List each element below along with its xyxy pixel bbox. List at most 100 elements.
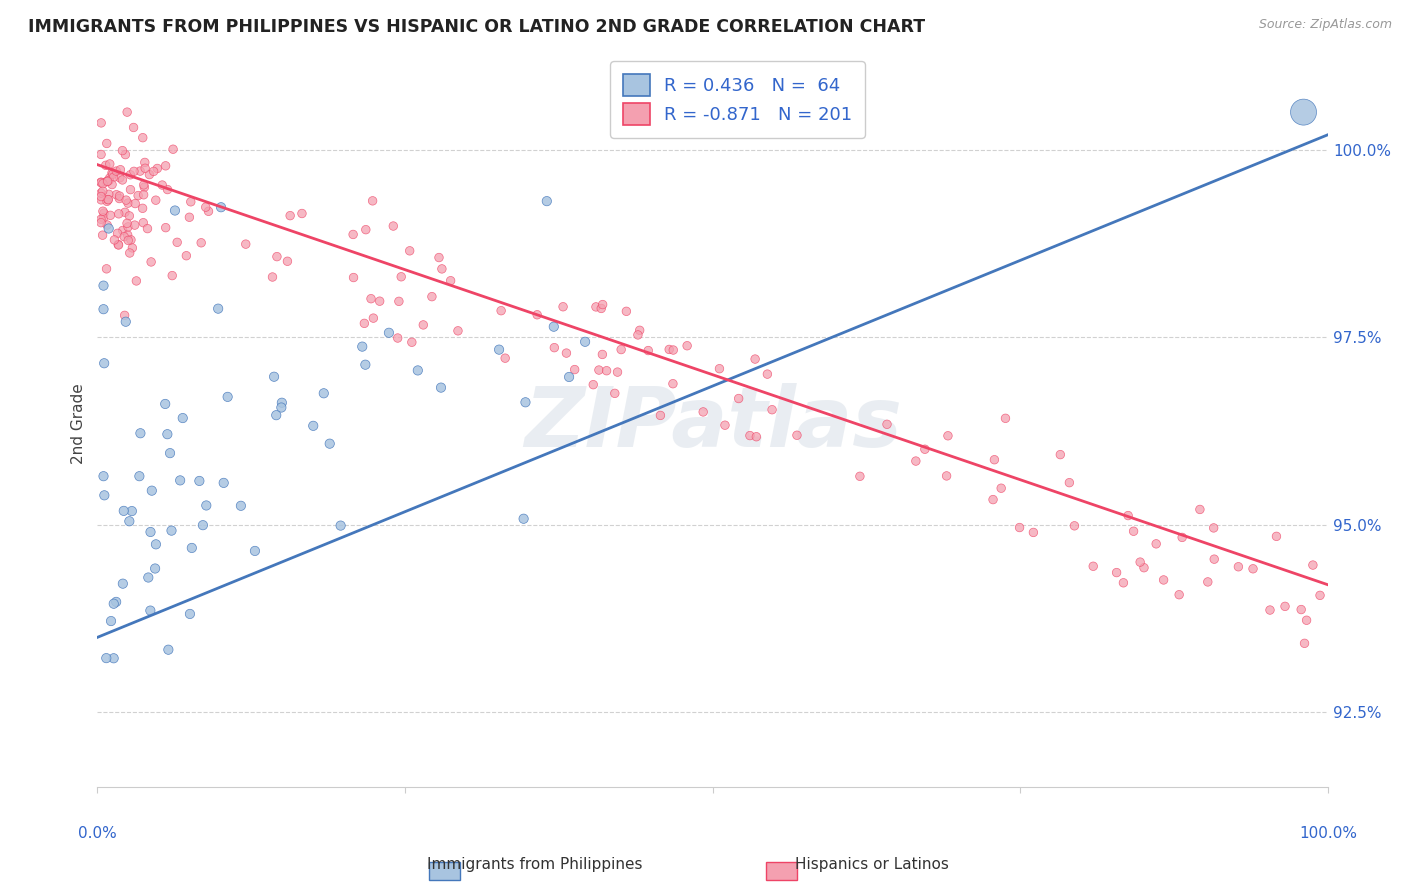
Point: [1008, 520, 1031, 534]
Point: [658, 343, 681, 357]
Point: [166, 235, 188, 250]
Point: [118, 514, 141, 528]
Point: [1241, 562, 1264, 576]
Point: [595, 364, 617, 378]
Point: [1105, 566, 1128, 580]
Point: [1063, 518, 1085, 533]
Point: [1116, 508, 1139, 523]
Point: [489, 303, 512, 318]
Point: [91, 177, 114, 191]
Point: [134, 180, 156, 194]
Point: [994, 411, 1017, 425]
Point: [150, 178, 173, 192]
Point: [141, 483, 163, 498]
Point: [156, 183, 179, 197]
Point: [558, 370, 581, 384]
Point: [91, 204, 114, 219]
Point: [990, 481, 1012, 495]
Point: [588, 363, 610, 377]
Point: [1168, 588, 1191, 602]
Point: [125, 274, 148, 288]
Point: [650, 409, 672, 423]
Point: [935, 469, 957, 483]
Point: [352, 340, 374, 354]
Point: [603, 386, 626, 401]
Point: [103, 651, 125, 665]
Point: [1049, 448, 1071, 462]
Point: [117, 227, 139, 242]
Point: [264, 408, 287, 422]
Point: [440, 274, 463, 288]
Point: [354, 358, 377, 372]
Point: [155, 159, 177, 173]
Point: [120, 168, 142, 182]
Point: [145, 193, 167, 207]
Point: [112, 504, 135, 518]
Point: [1129, 555, 1152, 569]
Point: [1295, 613, 1317, 627]
Point: [98, 173, 121, 187]
Point: [96, 651, 118, 665]
Point: [360, 292, 382, 306]
Point: [217, 390, 239, 404]
Point: [551, 300, 574, 314]
Point: [107, 238, 129, 252]
Point: [118, 246, 141, 260]
Point: [132, 187, 155, 202]
Point: [278, 209, 301, 223]
Point: [108, 192, 131, 206]
Point: [266, 250, 288, 264]
Point: [209, 200, 232, 214]
Point: [662, 376, 685, 391]
Point: [1171, 530, 1194, 544]
Point: [555, 346, 578, 360]
Point: [115, 105, 138, 120]
Point: [1022, 525, 1045, 540]
Point: [270, 396, 292, 410]
Point: [235, 237, 257, 252]
Point: [180, 541, 202, 555]
Point: [129, 164, 152, 178]
Point: [97, 221, 120, 235]
Point: [93, 302, 115, 317]
Point: [229, 499, 252, 513]
Point: [914, 442, 936, 457]
Point: [121, 504, 143, 518]
Point: [398, 244, 420, 258]
Point: [98, 208, 121, 222]
Point: [120, 183, 142, 197]
Point: [197, 204, 219, 219]
Point: [512, 512, 534, 526]
Point: [97, 187, 120, 202]
Point: [90, 147, 112, 161]
Point: [302, 418, 325, 433]
Point: [291, 206, 314, 220]
Point: [108, 189, 131, 203]
Point: [662, 343, 685, 357]
Point: [786, 428, 808, 442]
Point: [117, 233, 139, 247]
Point: [1122, 524, 1144, 539]
Point: [101, 178, 124, 192]
Point: [108, 170, 131, 185]
Point: [543, 319, 565, 334]
Point: [849, 469, 872, 483]
Point: [904, 454, 927, 468]
Point: [90, 193, 112, 207]
Point: [606, 365, 628, 379]
Point: [136, 221, 159, 235]
Point: [179, 607, 201, 621]
Point: [169, 474, 191, 488]
Point: [117, 219, 139, 234]
Point: [115, 193, 138, 207]
Y-axis label: 2nd Grade: 2nd Grade: [72, 384, 86, 464]
Point: [120, 233, 142, 247]
Point: [1204, 552, 1226, 566]
Point: [157, 642, 180, 657]
Point: [745, 430, 768, 444]
Point: [319, 436, 342, 450]
Point: [146, 161, 169, 176]
Point: [98, 171, 121, 186]
Point: [353, 317, 375, 331]
Point: [93, 278, 115, 293]
